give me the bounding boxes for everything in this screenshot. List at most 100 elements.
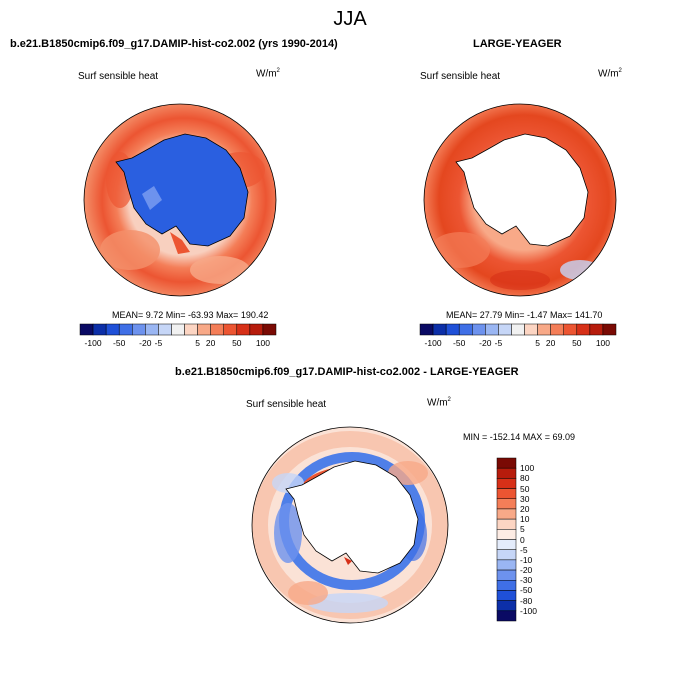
colorbar-swatch xyxy=(79,323,94,336)
colorbar-tick-label: -20 xyxy=(520,565,533,576)
colorbar-tick-label: -5 xyxy=(520,544,528,555)
colorbar-tick-label: -5 xyxy=(494,338,503,348)
colorbar-tick-label: 80 xyxy=(520,473,530,484)
colorbar-swatch xyxy=(524,323,538,336)
colorbar-swatch xyxy=(184,323,198,336)
colorbar-tick-label: -20 xyxy=(479,338,492,348)
panel2-polar-map xyxy=(423,103,617,297)
colorbar-swatch xyxy=(223,323,238,336)
colorbar-tick-label: 50 xyxy=(232,338,242,348)
colorbar-tick-label: -10 xyxy=(520,554,533,565)
colorbar-tick-label: 20 xyxy=(520,503,530,514)
panel1-colorbar-ticks: -100 -50 -20 -5 5 20 50 100 xyxy=(80,338,276,350)
colorbar-swatch xyxy=(496,610,517,622)
colorbar-tick-label: 30 xyxy=(520,493,530,504)
panel1-polar-map xyxy=(83,103,277,297)
colorbar-tick-label: 5 xyxy=(520,524,525,535)
colorbar-tick-label: 5 xyxy=(195,338,200,348)
colorbar-swatch xyxy=(249,323,264,336)
colorbar-swatch xyxy=(511,323,525,336)
colorbar-swatch xyxy=(132,323,146,336)
colorbar-swatch xyxy=(92,323,107,336)
colorbar-swatch xyxy=(496,569,517,581)
colorbar-swatch xyxy=(158,323,172,336)
colorbar-tick-label: 20 xyxy=(205,338,216,348)
colorbar-tick-label: 100 xyxy=(595,338,611,348)
colorbar-swatch xyxy=(118,323,133,336)
colorbar-swatch xyxy=(445,323,460,336)
colorbar-swatch xyxy=(496,508,517,520)
colorbar-swatch xyxy=(210,323,224,336)
colorbar-tick-label: 0 xyxy=(520,534,525,545)
colorbar-tick-label: -50 xyxy=(520,585,533,596)
colorbar-tick-label: 100 xyxy=(520,463,535,474)
panel1-colorbar xyxy=(79,323,277,336)
colorbar-tick-label: -20 xyxy=(139,338,152,348)
colorbar-tick-label: -100 xyxy=(424,338,442,348)
panel3-colorbar-ticks: 100 80 50 30 20 10 5 0 -5 -10 -20 -30 -50 -80 -100 xyxy=(520,458,550,621)
colorbar-swatch xyxy=(458,323,473,336)
colorbar-swatch xyxy=(496,488,517,499)
panel3-antarctica xyxy=(285,460,419,574)
colorbar-swatch xyxy=(550,323,564,336)
panel3-polar-map xyxy=(251,426,449,624)
colorbar-tick-label: 50 xyxy=(520,483,530,494)
colorbar-swatch xyxy=(197,323,211,336)
panel3-header: b.e21.B1850cmip6.f09_g17.DAMIP-hist-co2.… xyxy=(175,366,519,378)
colorbar-tick-label: -50 xyxy=(453,338,466,348)
panel2-colorbar-ticks: -100 -50 -20 -5 5 20 50 100 xyxy=(420,338,616,350)
colorbar-swatch xyxy=(496,549,517,561)
colorbar-tick-label: -5 xyxy=(154,338,163,348)
colorbar-swatch xyxy=(145,323,159,336)
panel2-header: LARGE-YEAGER xyxy=(473,38,562,50)
colorbar-swatch xyxy=(496,467,517,479)
panel1-antarctica xyxy=(115,133,249,247)
colorbar-tick-label: 50 xyxy=(572,338,582,348)
colorbar-swatch xyxy=(496,457,517,469)
colorbar-swatch xyxy=(496,518,517,530)
colorbar-tick-label: -30 xyxy=(520,575,533,586)
panel2-units: W/m2 xyxy=(598,68,622,80)
panel3-variable: Surf sensible heat xyxy=(246,399,327,410)
panel3-units: W/m2 xyxy=(427,397,451,409)
colorbar-tick-label: 5 xyxy=(535,338,540,348)
colorbar-swatch xyxy=(602,323,617,336)
panel1-variable: Surf sensible heat xyxy=(78,71,159,82)
panel3-colorbar xyxy=(496,457,517,622)
colorbar-swatch xyxy=(419,323,434,336)
colorbar-tick-label: 100 xyxy=(255,338,271,348)
colorbar-swatch xyxy=(589,323,604,336)
colorbar-swatch xyxy=(576,323,591,336)
colorbar-tick-label: 10 xyxy=(520,514,530,525)
colorbar-swatch xyxy=(496,590,517,601)
colorbar-tick-label: -50 xyxy=(113,338,126,348)
colorbar-tick-label: -80 xyxy=(520,595,533,606)
figure-title: JJA xyxy=(333,8,367,30)
colorbar-tick-label: 20 xyxy=(545,338,556,348)
colorbar-swatch xyxy=(236,323,251,336)
colorbar-swatch xyxy=(496,498,517,510)
colorbar-swatch xyxy=(496,529,517,540)
panel3-stats: MIN = -152.14 MAX = 69.09 xyxy=(463,432,576,442)
colorbar-tick-label: -100 xyxy=(84,338,102,348)
panel1-units: W/m2 xyxy=(256,68,280,80)
colorbar-swatch xyxy=(472,323,486,336)
colorbar-tick-label: -100 xyxy=(520,605,538,616)
colorbar-swatch xyxy=(485,323,499,336)
colorbar-swatch xyxy=(563,323,578,336)
colorbar-swatch xyxy=(432,323,447,336)
colorbar-swatch xyxy=(171,323,185,336)
colorbar-swatch xyxy=(496,600,517,612)
panel2-antarctica xyxy=(455,133,589,247)
panel2-variable: Surf sensible heat xyxy=(420,71,501,82)
colorbar-swatch xyxy=(537,323,551,336)
colorbar-swatch xyxy=(496,580,517,591)
panel1-header: b.e21.B1850cmip6.f09_g17.DAMIP-hist-co2.… xyxy=(10,38,338,50)
panel2-colorbar xyxy=(419,323,617,336)
panel1-stats: MEAN= 9.72 Min= -63.93 Max= 190.42 xyxy=(112,310,269,320)
colorbar-swatch xyxy=(496,559,517,571)
colorbar-swatch xyxy=(496,478,517,489)
panel2-stats: MEAN= 27.79 Min= -1.47 Max= 141.70 xyxy=(446,310,603,320)
colorbar-swatch xyxy=(262,323,277,336)
colorbar-swatch xyxy=(496,539,517,550)
